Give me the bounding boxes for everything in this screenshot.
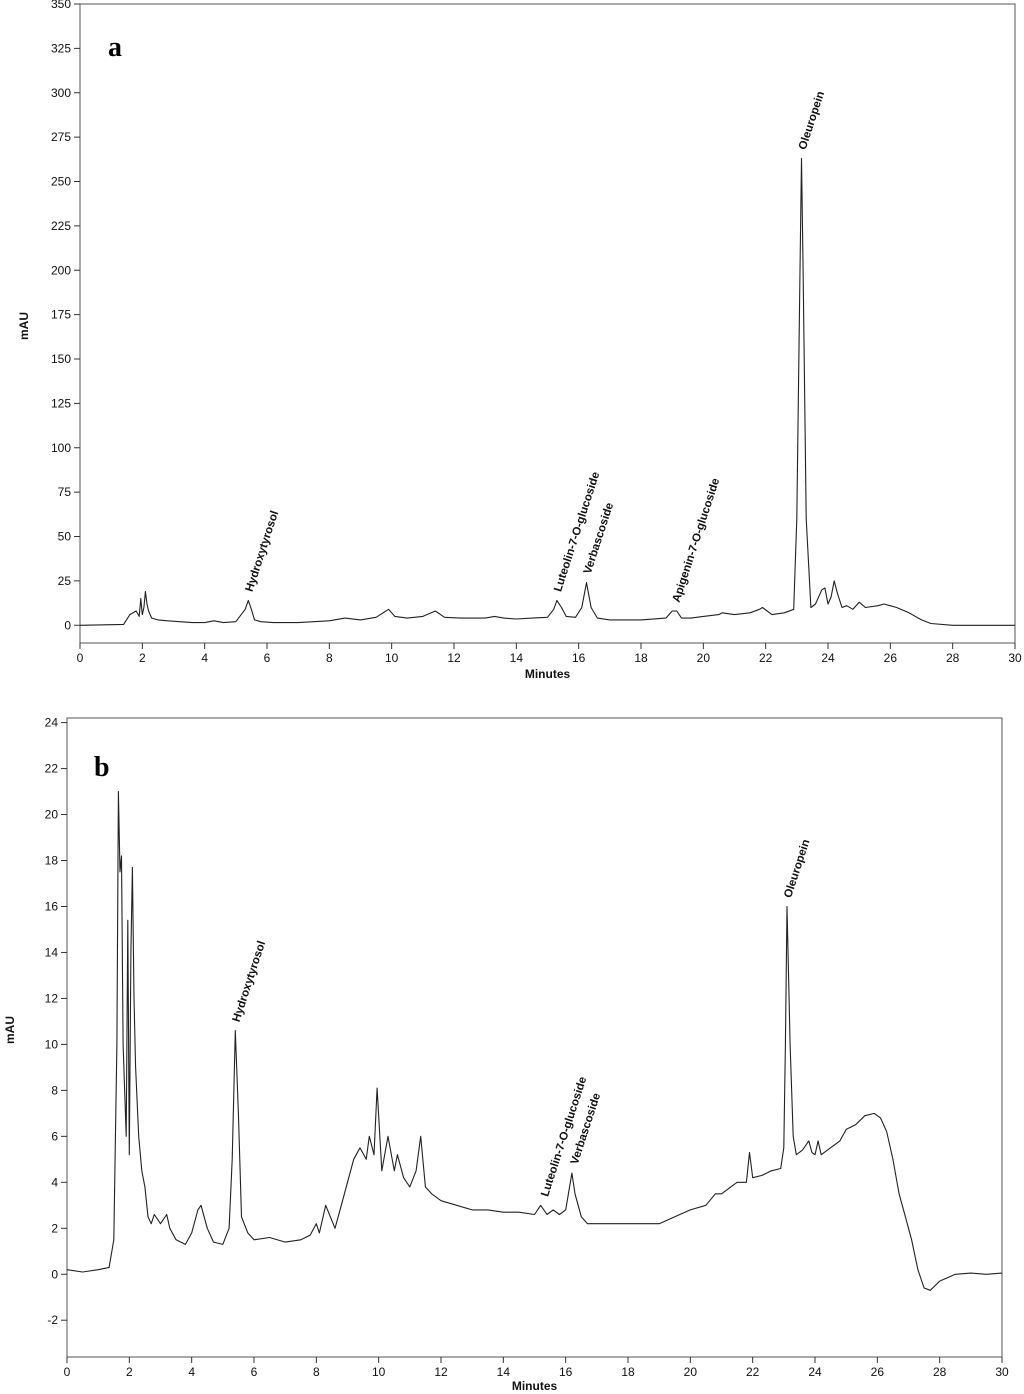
x-tick-label: 16 [559,1365,573,1379]
y-tick-label: 16 [45,899,59,913]
chart-panel-a: 0255075100125150175200225250275300325350… [17,0,1022,681]
y-tick-label: 0 [64,618,71,632]
chromatogram-trace [79,157,1015,626]
x-tick-label: 30 [1008,651,1022,665]
x-tick-label: 20 [697,651,711,665]
x-tick-label: 0 [77,651,84,665]
panel-label: a [108,32,122,63]
x-tick-label: 6 [264,651,271,665]
x-tick-label: 18 [634,651,648,665]
y-axis-label: mAU [3,1016,17,1044]
y-tick-label: 300 [51,86,71,100]
x-tick-label: 28 [946,651,960,665]
y-tick-label: 10 [45,1037,59,1051]
chromatogram-trace [66,791,1003,1291]
plot-frame [66,717,1003,1358]
x-tick-label: 14 [510,651,524,665]
y-tick-label: 24 [45,716,59,730]
x-tick-label: 24 [821,651,835,665]
x-axis-label: Minutes [525,667,571,681]
y-tick-label: 2 [51,1221,58,1235]
y-tick-label: 225 [51,219,71,233]
x-tick-label: 12 [447,651,461,665]
y-tick-label: 250 [51,175,71,189]
y-tick-label: 200 [51,263,71,277]
x-tick-label: 0 [64,1365,71,1379]
y-tick-label: 25 [58,574,72,588]
y-tick-label: 275 [51,130,71,144]
x-tick-label: 8 [326,651,333,665]
x-tick-label: 10 [385,651,399,665]
x-tick-label: 26 [884,651,898,665]
y-tick-label: 6 [51,1129,58,1143]
y-tick-label: 150 [51,352,71,366]
x-tick-label: 20 [684,1365,698,1379]
peak-label: Oleuropein [797,90,827,151]
x-tick-label: 10 [372,1365,386,1379]
y-tick-label: 325 [51,41,71,55]
x-tick-label: 26 [871,1365,885,1379]
x-tick-label: 24 [808,1365,822,1379]
y-tick-label: 125 [51,396,71,410]
y-tick-label: -2 [47,1313,58,1327]
peak-label: Apigenin-7-O-glucoside [671,477,722,604]
x-tick-label: 28 [933,1365,947,1379]
x-tick-label: 6 [251,1365,258,1379]
y-tick-label: 12 [45,991,59,1005]
y-tick-label: 18 [45,854,59,868]
y-axis-label: mAU [17,312,31,340]
x-tick-label: 14 [497,1365,511,1379]
x-tick-label: 2 [139,651,146,665]
y-tick-label: 20 [45,808,59,822]
peak-label: Hydroxytyrosol [231,940,268,1024]
x-tick-label: 30 [995,1365,1009,1379]
plot-frame [79,3,1016,644]
y-tick-label: 100 [51,441,71,455]
peak-label: Oleuropein [782,838,812,899]
y-tick-label: 22 [45,762,59,776]
y-tick-label: 4 [51,1175,58,1189]
y-tick-label: 50 [58,530,72,544]
y-tick-label: 8 [51,1083,58,1097]
y-tick-label: 350 [51,0,71,11]
x-tick-label: 16 [572,651,586,665]
x-tick-label: 22 [759,651,773,665]
y-tick-label: 14 [45,945,59,959]
x-tick-label: 18 [621,1365,635,1379]
peak-label: Hydroxytyrosol [244,509,281,593]
x-tick-label: 8 [313,1365,320,1379]
x-axis-label: Minutes [512,1379,558,1393]
x-tick-label: 4 [188,1365,195,1379]
x-tick-label: 4 [201,651,208,665]
y-tick-label: 175 [51,308,71,322]
x-tick-label: 2 [126,1365,133,1379]
x-tick-label: 12 [434,1365,448,1379]
y-tick-label: 75 [58,485,72,499]
x-tick-label: 22 [746,1365,760,1379]
panel-label: b [94,752,110,783]
y-tick-label: 0 [51,1267,58,1281]
